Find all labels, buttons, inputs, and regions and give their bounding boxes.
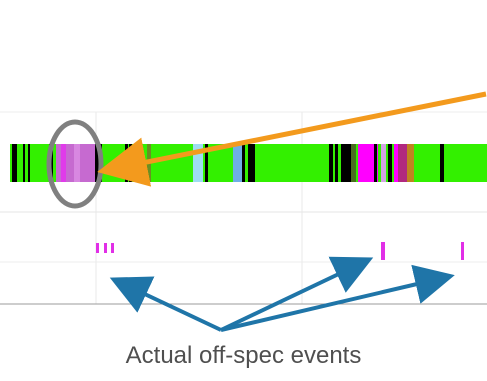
timeline-segment xyxy=(329,144,333,182)
timeline-segment xyxy=(407,144,414,182)
timeline-segment xyxy=(233,144,242,182)
timeline-segment xyxy=(125,144,128,182)
timeline-segment xyxy=(388,144,392,182)
timeline-segment xyxy=(394,144,398,182)
timeline-segment xyxy=(351,144,356,182)
timeline-segment xyxy=(12,144,17,182)
event-marker xyxy=(381,242,385,260)
timeline-segment xyxy=(358,144,378,182)
timeline-segment xyxy=(440,144,444,182)
timeline-segment xyxy=(381,144,386,182)
caption-text: Actual off-spec events xyxy=(125,342,362,369)
blue-arrow-right xyxy=(220,264,455,332)
timeline-segment xyxy=(374,144,377,182)
timeline-bar xyxy=(10,144,487,182)
timeline-segment xyxy=(335,144,338,182)
timeline-segment xyxy=(74,144,80,182)
timeline-segment xyxy=(205,144,208,182)
timeline-segment xyxy=(251,144,255,182)
orange-arrow-icon xyxy=(97,91,487,187)
off-spec-event-markers xyxy=(96,242,464,260)
timeline-segment xyxy=(341,144,351,182)
timeline-segment xyxy=(398,144,407,182)
blue-arrow-icon xyxy=(109,256,455,332)
blue-arrow-middle xyxy=(220,256,374,332)
timeline-segment xyxy=(248,144,251,182)
event-marker xyxy=(104,243,107,253)
event-marker xyxy=(461,242,464,260)
event-marker xyxy=(111,243,114,253)
timeline-segment xyxy=(61,144,66,182)
blue-arrow-left xyxy=(109,276,222,332)
timeline-segment xyxy=(23,144,25,182)
timeline-segment xyxy=(193,144,203,182)
timeline-segment xyxy=(28,144,30,182)
event-marker xyxy=(96,243,99,253)
timeline-segment xyxy=(242,144,245,182)
